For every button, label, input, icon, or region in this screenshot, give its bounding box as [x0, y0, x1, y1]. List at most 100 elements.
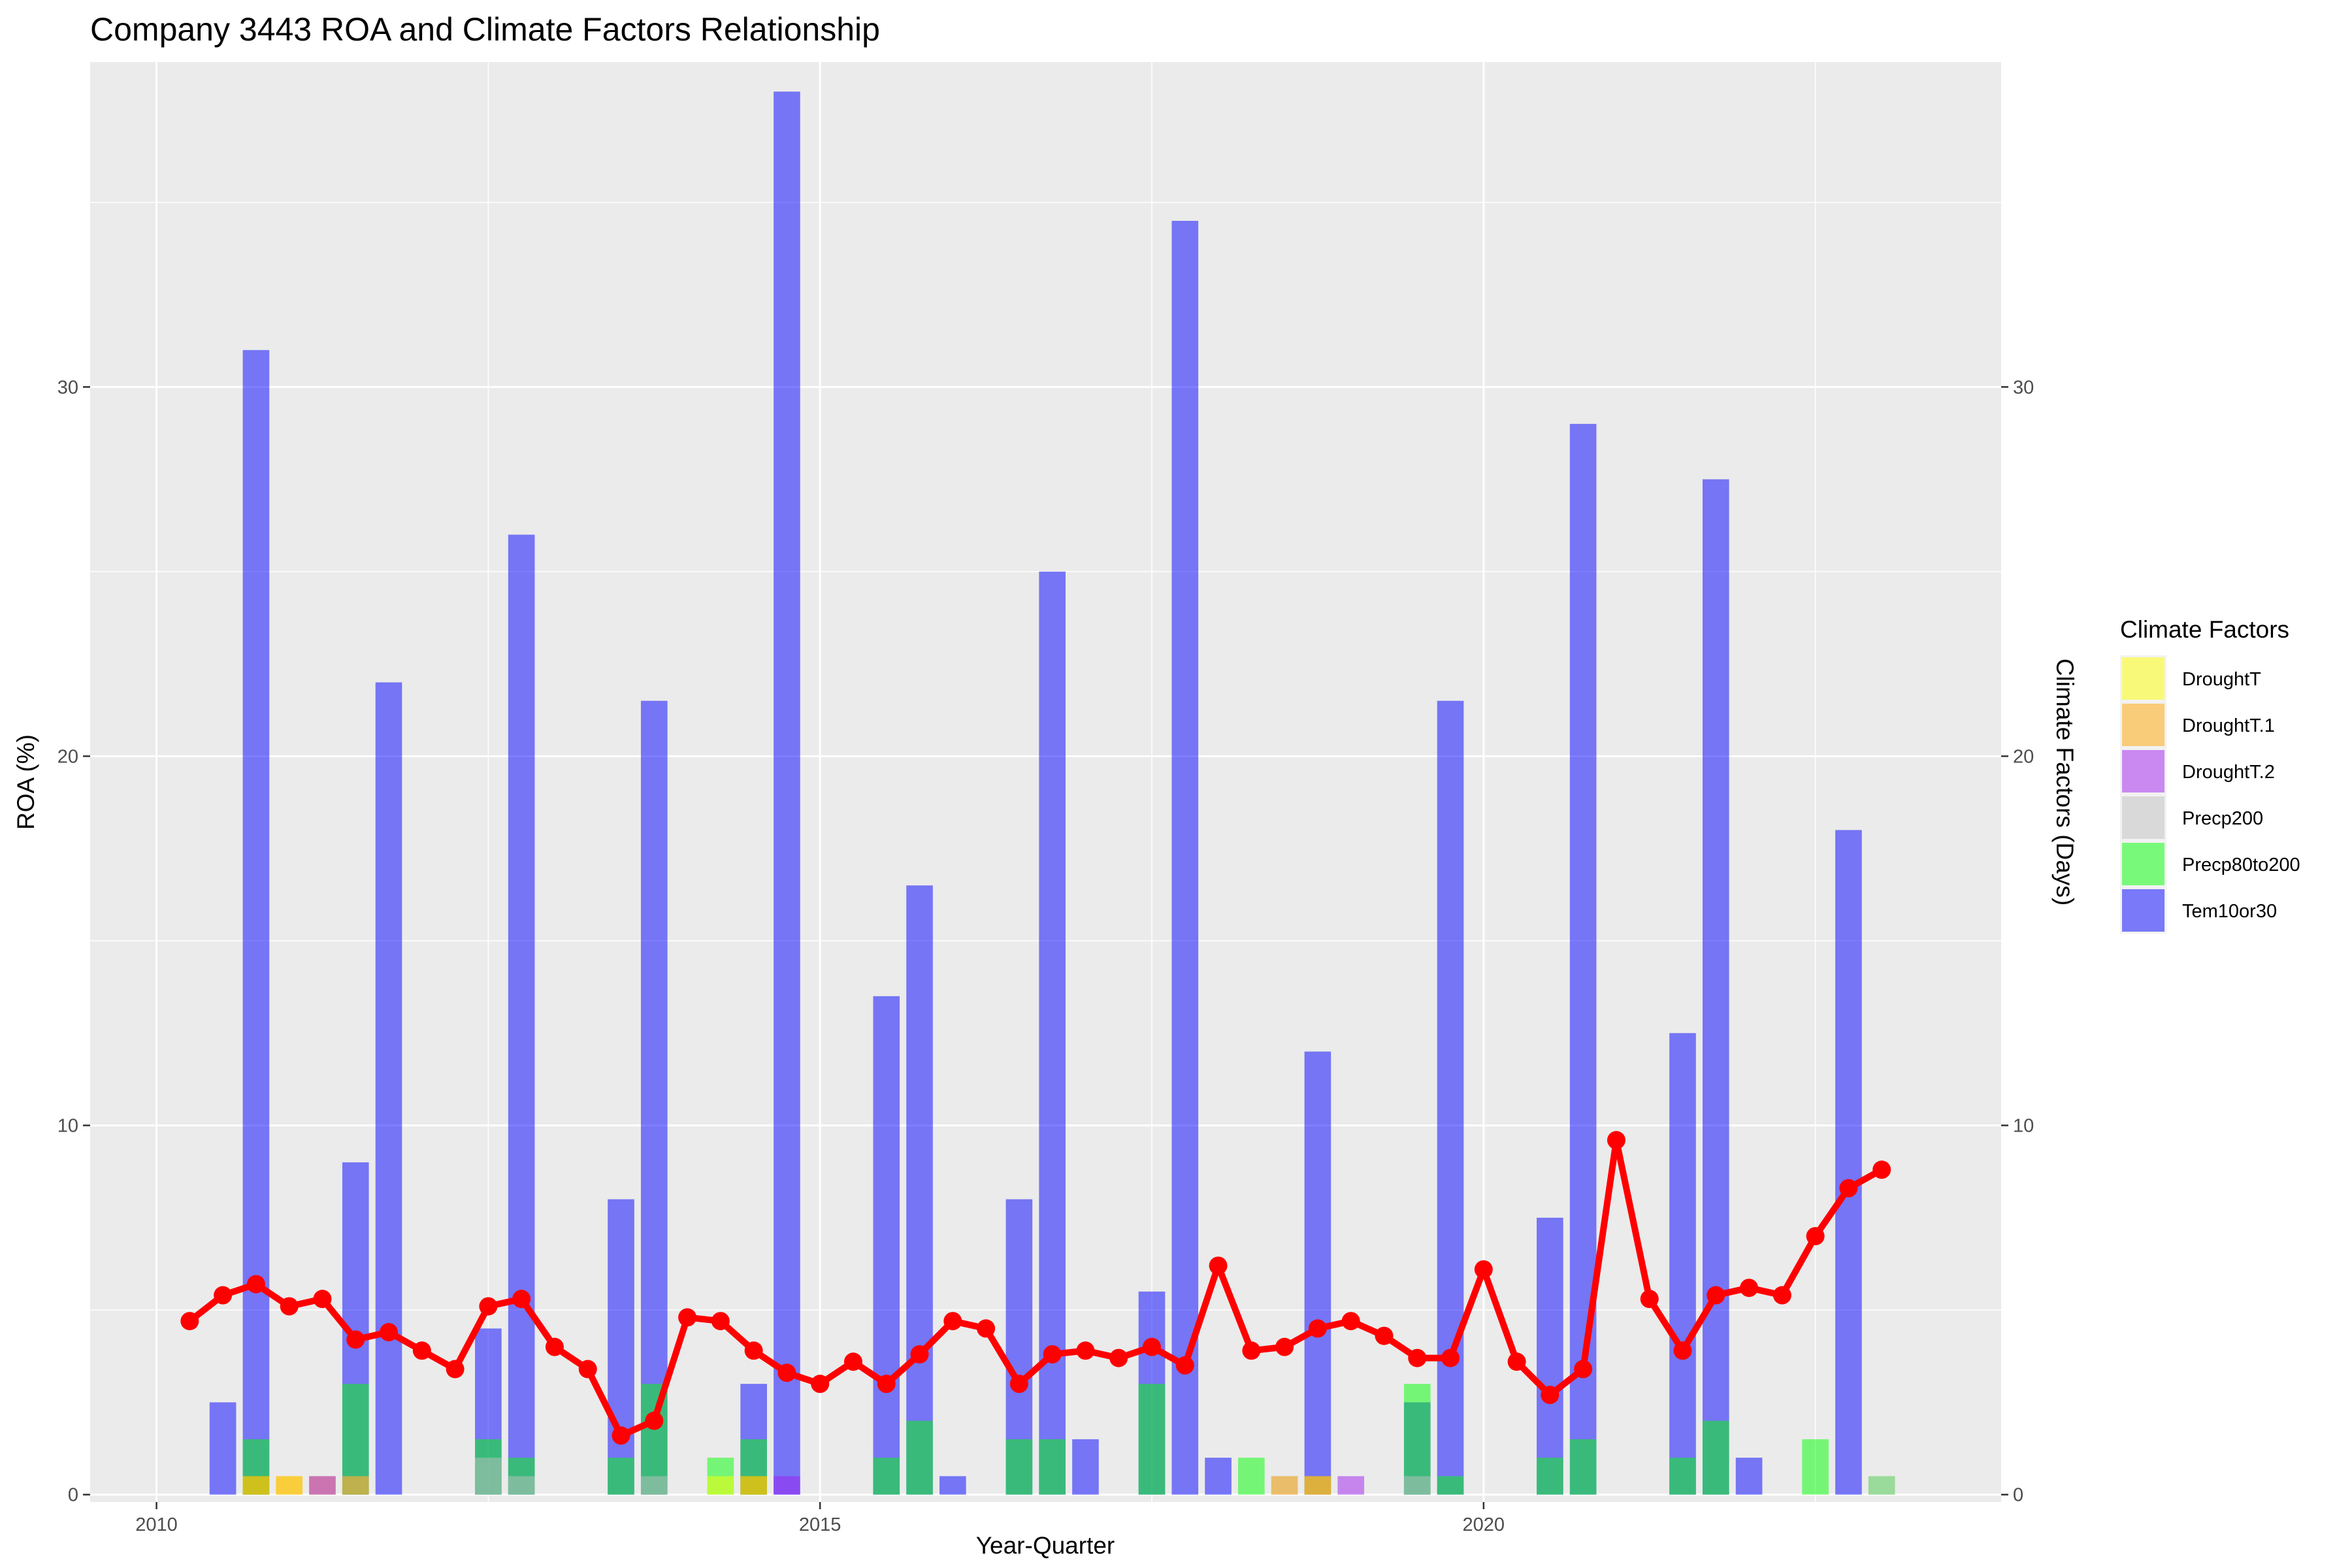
legend: Climate Factors DroughtT DroughtT.1 Drough…	[2120, 616, 2300, 934]
bar-precp80to200	[906, 1420, 933, 1495]
legend-swatch	[2122, 750, 2164, 792]
roa-point	[1209, 1256, 1228, 1275]
x-tick-label: 2015	[799, 1514, 841, 1535]
y2-tick-label: 20	[2013, 746, 2034, 767]
roa-point	[1839, 1179, 1858, 1198]
legend-swatch	[2122, 843, 2164, 885]
roa-point	[1275, 1337, 1294, 1356]
roa-point	[1143, 1337, 1161, 1356]
roa-point	[977, 1319, 996, 1338]
roa-point	[1607, 1131, 1625, 1150]
bar-precp200	[475, 1458, 502, 1495]
y2-tick-label: 10	[2013, 1116, 2034, 1137]
bar-tem10or30	[1835, 830, 1862, 1495]
bar-droughtt-1	[1271, 1476, 1298, 1495]
chart-title: Company 3443 ROA and Climate Factors Rel…	[90, 11, 880, 48]
bar-tem10or30	[1171, 221, 1199, 1495]
roa-point	[412, 1341, 431, 1360]
bar-tem10or30	[1437, 700, 1464, 1495]
bar-precp200	[1403, 1476, 1431, 1495]
bar-precp80to200	[1238, 1458, 1265, 1495]
bar-tem10or30	[1072, 1439, 1099, 1495]
bar-precp200	[640, 1476, 668, 1495]
bar-precp80to200	[1039, 1439, 1066, 1495]
bar-tem10or30	[873, 996, 900, 1495]
roa-point	[612, 1426, 630, 1445]
roa-point	[1772, 1286, 1791, 1305]
bar-tem10or30	[1702, 479, 1729, 1495]
bar-precp80to200	[1702, 1420, 1729, 1495]
tick-labels: 2010 2015 2020 0 10 20 30 0 10 20 30	[57, 377, 2034, 1535]
roa-point	[214, 1286, 233, 1305]
roa-point	[744, 1341, 763, 1360]
legend-swatch	[2122, 796, 2164, 839]
roa-point	[811, 1375, 830, 1394]
roa-line-layer	[180, 1131, 1891, 1445]
bar-droughtt-2	[309, 1476, 336, 1495]
y-tick-label: 0	[68, 1485, 78, 1506]
roa-point	[313, 1290, 332, 1309]
roa-point	[1076, 1341, 1095, 1360]
bar-tem10or30	[375, 682, 402, 1495]
roa-point	[1043, 1345, 1062, 1364]
roa-line	[188, 1137, 1884, 1439]
bar-tem10or30	[1735, 1458, 1763, 1495]
roa-point	[380, 1323, 399, 1342]
bar-tem10or30	[1537, 1217, 1563, 1495]
roa-point	[1872, 1160, 1891, 1179]
roa-point	[246, 1275, 265, 1294]
roa-point	[877, 1375, 896, 1394]
bar-precp80to200	[1537, 1458, 1563, 1495]
legend-label: DroughtT.1	[2182, 715, 2275, 736]
roa-point	[943, 1312, 962, 1331]
bar-tem10or30	[906, 885, 933, 1495]
bar-tem10or30	[1205, 1458, 1232, 1495]
roa-point	[1740, 1279, 1759, 1298]
roa-point	[1375, 1326, 1394, 1345]
roa-point	[843, 1352, 862, 1371]
bar-tem10or30	[1039, 571, 1066, 1495]
roa-point	[1574, 1360, 1593, 1379]
roa-point	[1640, 1290, 1659, 1309]
roa-point	[578, 1360, 597, 1379]
roa-point	[1242, 1341, 1261, 1360]
bar-precp80to200	[1569, 1439, 1597, 1495]
roa-point	[1507, 1352, 1526, 1371]
roa-point	[1707, 1286, 1725, 1305]
roa-point	[180, 1312, 199, 1331]
bar-tem10or30	[774, 91, 800, 1495]
bar-tem10or30	[508, 534, 535, 1495]
legend-label: Tem10or30	[2182, 901, 2277, 922]
y-tick-label: 10	[57, 1116, 78, 1137]
legend-swatch	[2122, 889, 2164, 932]
roa-point	[711, 1312, 730, 1331]
roa-point	[545, 1337, 564, 1356]
bar-droughtt	[707, 1476, 734, 1495]
roa-point	[479, 1297, 498, 1316]
x-tick-label: 2010	[135, 1514, 178, 1535]
bar-tem10or30	[1569, 423, 1597, 1495]
legend-label: Precp80to200	[2182, 855, 2300, 875]
bar-tem10or30	[209, 1402, 237, 1495]
roa-point	[1341, 1312, 1360, 1331]
y2-axis-title: Climate Factors (Days)	[2051, 659, 2078, 906]
bar-precp80to200	[1802, 1439, 1829, 1495]
legend-label: Precp200	[2182, 808, 2263, 829]
roa-point	[512, 1290, 531, 1309]
bar-precp80to200	[1005, 1439, 1033, 1495]
bar-precp80to200	[873, 1458, 900, 1495]
bar-precp80to200	[1669, 1458, 1696, 1495]
bar-precp80to200	[608, 1458, 634, 1495]
bar-droughtt-1	[1304, 1476, 1331, 1495]
bar-precp200	[1868, 1476, 1895, 1495]
roa-point	[1806, 1227, 1825, 1246]
roa-point	[1175, 1356, 1194, 1375]
roa-point	[446, 1360, 465, 1379]
bar-tem10or30	[640, 700, 668, 1495]
roa-point	[910, 1345, 929, 1364]
roa-point	[777, 1364, 796, 1382]
bar-tem10or30	[242, 350, 270, 1495]
bar-droughtt-2	[774, 1476, 800, 1495]
bar-precp80to200	[1437, 1476, 1464, 1495]
roa-point	[1308, 1319, 1327, 1338]
